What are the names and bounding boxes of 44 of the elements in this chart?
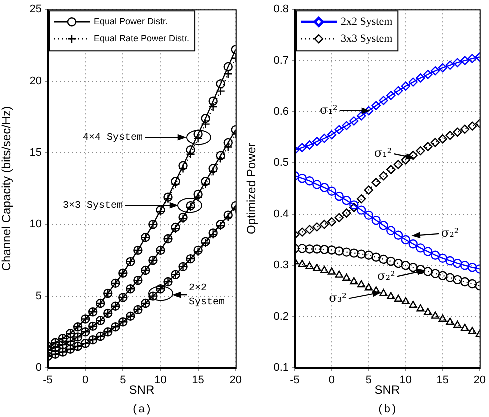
legend-label: Equal Rate Power Distr. (94, 34, 190, 44)
y-tick-label: 0 (36, 362, 42, 374)
annotation: 3×3 System (62, 201, 124, 212)
annotation: σ₂² (441, 226, 460, 240)
annotation: 4×4 System (82, 133, 144, 144)
y-tick-label: 15 (30, 146, 42, 159)
y-tick-label: 0.8 (274, 4, 289, 16)
annotation: σ₁² (374, 146, 392, 160)
y-tick-label: 0.2 (274, 310, 289, 323)
legend-label: 3x3 System (341, 32, 394, 45)
y-tick-label: 25 (30, 4, 42, 16)
annotation: 2×2 System (189, 284, 226, 309)
annotation: σ₁² (320, 103, 338, 118)
annotation: σ₃² (329, 290, 348, 305)
x-tick-label: 10 (154, 374, 167, 387)
x-tick-label: 15 (436, 374, 450, 387)
y-tick-label: 0.3 (274, 260, 289, 272)
text: (a) (132, 404, 152, 416)
x-tick-label: 20 (230, 374, 242, 387)
y-tick-label: 0.4 (274, 208, 289, 220)
x-tick-label: 5 (120, 374, 126, 387)
legend-label: 2x2 System (341, 16, 394, 28)
text: (b) (378, 404, 398, 416)
x-tick-label: 0 (328, 374, 336, 387)
y-tick-label: 20 (30, 75, 42, 88)
x-axis-title: SNR (129, 383, 155, 398)
y-tick-label: 0.7 (274, 54, 289, 67)
x-tick-label: -5 (43, 374, 53, 387)
y-tick-label: 0.5 (274, 157, 289, 170)
x-tick-label: 15 (192, 374, 204, 387)
x-tick-label: 0 (82, 374, 89, 387)
y-tick-label: 0.1 (274, 362, 289, 374)
x-tick-label: 10 (400, 374, 412, 387)
y-axis-title: Channel Capacity (bits/sec/Hz) (0, 106, 14, 272)
y-tick-label: 10 (30, 218, 42, 231)
x-tick-label: 5 (366, 374, 372, 387)
x-tick-label: 20 (474, 374, 486, 387)
x-tick-label: -5 (290, 374, 300, 387)
annotation: σ₂² (378, 268, 396, 283)
y-tick-label: 0.6 (274, 106, 289, 118)
legend-label: Equal Power Distr. (94, 16, 168, 27)
x-axis-title: SNR (374, 383, 400, 398)
y-tick-label: 5 (36, 290, 42, 302)
y-axis-title: Optimized Power (244, 143, 259, 234)
